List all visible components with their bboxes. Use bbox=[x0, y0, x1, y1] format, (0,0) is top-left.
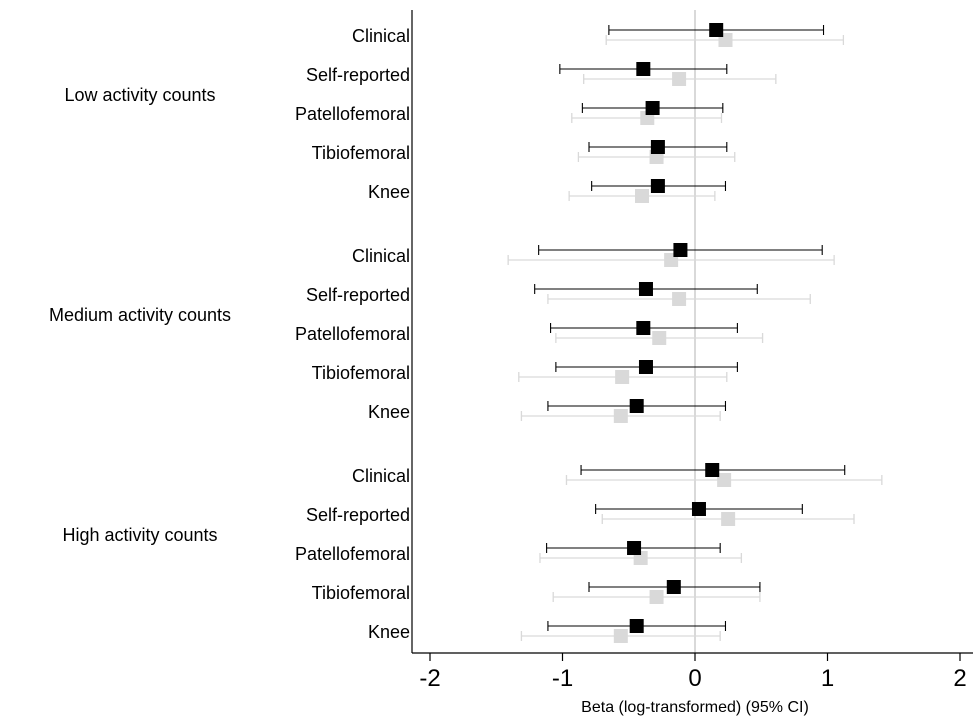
secondary-high-activity-counts-self-reported-point bbox=[721, 512, 736, 526]
primary-medium-activity-counts-knee-point bbox=[629, 399, 644, 413]
row-label-high-activity-counts-clinical: Clinical bbox=[352, 466, 410, 486]
row-label-high-activity-counts-patellofemoral: Patellofemoral bbox=[295, 544, 410, 564]
primary-medium-activity-counts-self-reported bbox=[534, 282, 758, 296]
row-label-high-activity-counts-tibiofemoral: Tibiofemoral bbox=[312, 583, 410, 603]
group-label-high-activity-counts: High activity counts bbox=[62, 525, 217, 545]
primary-low-activity-counts-patellofemoral-point bbox=[645, 101, 660, 115]
primary-low-activity-counts-patellofemoral bbox=[581, 101, 724, 115]
primary-low-activity-counts-self-reported-point bbox=[636, 62, 651, 76]
row-label-low-activity-counts-tibiofemoral: Tibiofemoral bbox=[312, 143, 410, 163]
row-label-low-activity-counts-knee: Knee bbox=[368, 182, 410, 202]
x-tick-label-0: 0 bbox=[688, 665, 701, 692]
secondary-medium-activity-counts-self-reported-point bbox=[672, 292, 687, 306]
primary-low-activity-counts-self-reported bbox=[559, 62, 728, 76]
row-label-high-activity-counts-knee: Knee bbox=[368, 622, 410, 642]
primary-high-activity-counts-tibiofemoral-point bbox=[666, 580, 681, 594]
secondary-medium-activity-counts-patellofemoral bbox=[555, 331, 764, 345]
secondary-medium-activity-counts-clinical bbox=[507, 253, 835, 267]
plot-marks bbox=[507, 10, 883, 653]
x-tick-label-2: 2 bbox=[953, 665, 966, 692]
row-label-medium-activity-counts-clinical: Clinical bbox=[352, 246, 410, 266]
x-axis-title: Beta (log-transformed) (95% CI) bbox=[581, 699, 809, 716]
secondary-high-activity-counts-clinical-point bbox=[717, 473, 732, 487]
secondary-medium-activity-counts-tibiofemoral bbox=[518, 370, 728, 384]
primary-low-activity-counts-clinical-point bbox=[709, 23, 724, 37]
primary-medium-activity-counts-clinical-point bbox=[673, 243, 688, 257]
secondary-high-activity-counts-knee bbox=[520, 629, 721, 643]
x-tick-label--2: -2 bbox=[419, 665, 440, 692]
primary-low-activity-counts-tibiofemoral bbox=[588, 140, 728, 154]
primary-high-activity-counts-patellofemoral bbox=[546, 541, 721, 555]
primary-low-activity-counts-knee-point bbox=[650, 179, 665, 193]
primary-low-activity-counts-knee bbox=[591, 179, 727, 193]
group-label-medium-activity-counts: Medium activity counts bbox=[49, 305, 231, 325]
primary-high-activity-counts-clinical bbox=[580, 463, 846, 477]
primary-high-activity-counts-knee bbox=[547, 619, 727, 633]
x-tick-label-1: 1 bbox=[821, 665, 834, 692]
secondary-low-activity-counts-self-reported-point bbox=[672, 72, 687, 86]
row-label-high-activity-counts-self-reported: Self-reported bbox=[306, 505, 410, 525]
row-label-medium-activity-counts-self-reported: Self-reported bbox=[306, 285, 410, 305]
primary-low-activity-counts-tibiofemoral-point bbox=[650, 140, 665, 154]
secondary-low-activity-counts-patellofemoral bbox=[571, 111, 723, 125]
row-label-low-activity-counts-clinical: Clinical bbox=[352, 26, 410, 46]
primary-medium-activity-counts-tibiofemoral bbox=[555, 360, 738, 374]
primary-medium-activity-counts-self-reported-point bbox=[638, 282, 653, 296]
secondary-medium-activity-counts-patellofemoral-point bbox=[652, 331, 667, 345]
x-tick-label--1: -1 bbox=[552, 665, 573, 692]
secondary-high-activity-counts-tibiofemoral bbox=[552, 590, 761, 604]
row-label-low-activity-counts-patellofemoral: Patellofemoral bbox=[295, 104, 410, 124]
secondary-low-activity-counts-knee bbox=[568, 189, 716, 203]
secondary-low-activity-counts-clinical bbox=[605, 33, 845, 47]
secondary-medium-activity-counts-tibiofemoral-point bbox=[615, 370, 630, 384]
secondary-low-activity-counts-knee-point bbox=[635, 189, 649, 203]
row-label-low-activity-counts-self-reported: Self-reported bbox=[306, 65, 410, 85]
primary-medium-activity-counts-clinical bbox=[538, 243, 823, 257]
primary-high-activity-counts-clinical-point bbox=[705, 463, 720, 477]
primary-low-activity-counts-clinical bbox=[608, 23, 825, 37]
primary-high-activity-counts-patellofemoral-point bbox=[627, 541, 642, 555]
primary-high-activity-counts-tibiofemoral bbox=[588, 580, 761, 594]
secondary-high-activity-counts-tibiofemoral-point bbox=[649, 590, 664, 604]
secondary-medium-activity-counts-knee-point bbox=[613, 409, 628, 423]
secondary-high-activity-counts-self-reported bbox=[601, 512, 855, 526]
primary-high-activity-counts-knee-point bbox=[629, 619, 644, 633]
secondary-high-activity-counts-knee-point bbox=[613, 629, 628, 643]
primary-medium-activity-counts-patellofemoral-point bbox=[636, 321, 651, 335]
row-label-medium-activity-counts-patellofemoral: Patellofemoral bbox=[295, 324, 410, 344]
secondary-medium-activity-counts-knee bbox=[520, 409, 721, 423]
primary-medium-activity-counts-patellofemoral bbox=[550, 321, 738, 335]
secondary-medium-activity-counts-self-reported bbox=[547, 292, 811, 306]
secondary-low-activity-counts-self-reported bbox=[583, 72, 777, 86]
row-labels: Clinical Self-reported Patellofemoral Tibio… bbox=[49, 26, 410, 642]
primary-high-activity-counts-self-reported bbox=[595, 502, 803, 516]
axes: -2 -1 0 1 2 bbox=[411, 10, 973, 692]
primary-medium-activity-counts-knee bbox=[547, 399, 727, 413]
primary-medium-activity-counts-tibiofemoral-point bbox=[638, 360, 653, 374]
primary-high-activity-counts-self-reported-point bbox=[691, 502, 706, 516]
secondary-high-activity-counts-clinical bbox=[565, 473, 883, 487]
group-label-low-activity-counts: Low activity counts bbox=[64, 85, 215, 105]
row-label-medium-activity-counts-tibiofemoral: Tibiofemoral bbox=[312, 363, 410, 383]
row-label-medium-activity-counts-knee: Knee bbox=[368, 402, 410, 422]
